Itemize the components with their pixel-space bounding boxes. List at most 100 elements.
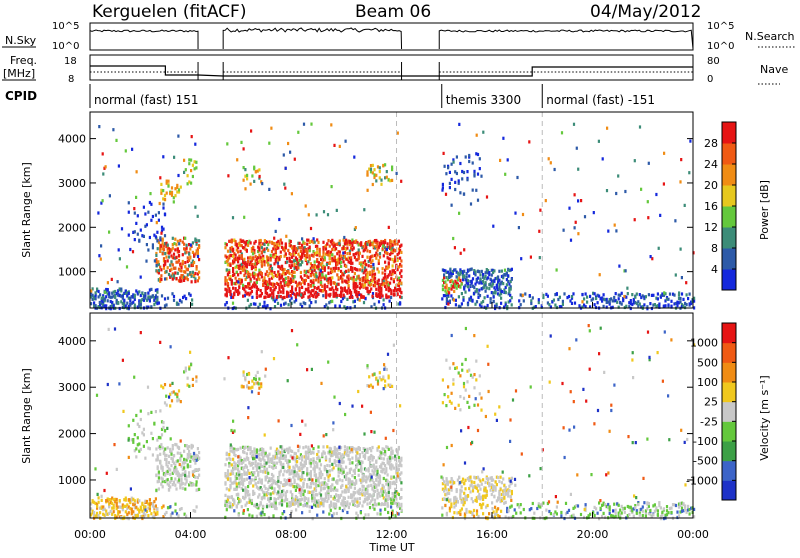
heatmap-cell bbox=[366, 256, 368, 259]
heatmap-cell bbox=[158, 219, 160, 222]
heatmap-cell bbox=[299, 242, 301, 245]
heatmap-cell bbox=[687, 505, 689, 508]
heatmap-cell bbox=[291, 264, 293, 267]
heatmap-cell bbox=[389, 300, 391, 303]
heatmap-cell bbox=[251, 450, 253, 453]
heatmap-cell bbox=[310, 285, 312, 288]
heatmap-cell bbox=[238, 514, 240, 517]
heatmap-cell bbox=[364, 513, 366, 516]
heatmap-cell bbox=[260, 239, 262, 242]
heatmap-cell bbox=[343, 294, 345, 297]
heatmap-cell bbox=[365, 468, 367, 471]
heatmap-cell bbox=[445, 172, 447, 175]
heatmap-cell bbox=[373, 493, 375, 496]
heatmap-cell bbox=[361, 451, 363, 454]
heatmap-cell bbox=[327, 239, 329, 242]
heatmap-cell bbox=[256, 515, 258, 518]
heatmap-cell bbox=[358, 256, 360, 259]
heatmap-cell bbox=[251, 174, 253, 177]
heatmap-cell bbox=[276, 456, 278, 459]
heatmap-cell bbox=[366, 502, 368, 505]
heatmap-cell bbox=[374, 499, 376, 502]
heatmap-cell bbox=[243, 258, 245, 261]
heatmap-cell bbox=[609, 508, 611, 511]
heatmap-cell bbox=[472, 277, 474, 280]
heatmap-cell bbox=[344, 445, 346, 448]
heatmap-cell bbox=[329, 458, 331, 461]
heatmap-cell bbox=[197, 279, 199, 282]
heatmap-cell bbox=[388, 448, 390, 451]
heatmap-cell bbox=[514, 508, 516, 511]
heatmap-cell bbox=[486, 195, 488, 198]
heatmap-cell bbox=[302, 446, 304, 449]
heatmap-cell bbox=[178, 188, 180, 191]
heatmap-cell bbox=[330, 447, 332, 450]
heatmap-cell bbox=[137, 514, 139, 517]
heatmap-cell bbox=[265, 295, 267, 298]
heatmap-cell bbox=[166, 192, 168, 195]
heatmap-cell bbox=[309, 249, 311, 252]
heatmap-cell bbox=[392, 264, 394, 267]
heatmap-cell bbox=[341, 278, 343, 281]
heatmap-cell bbox=[573, 123, 575, 126]
heatmap-cell bbox=[455, 299, 457, 302]
heatmap-cell bbox=[371, 295, 373, 298]
heatmap-cell bbox=[330, 280, 332, 283]
heatmap-cell bbox=[323, 210, 325, 213]
heatmap-cell bbox=[321, 454, 323, 457]
heatmap-cell bbox=[387, 252, 389, 255]
heatmap-cell bbox=[345, 270, 347, 273]
heatmap-cell bbox=[286, 490, 288, 493]
heatmap-cell bbox=[445, 193, 447, 196]
heatmap-cell bbox=[301, 237, 303, 240]
heatmap-cell bbox=[570, 239, 572, 242]
heatmap-cell bbox=[155, 235, 157, 238]
heatmap-cell bbox=[522, 213, 524, 216]
heatmap-cell bbox=[284, 296, 286, 299]
heatmap-cell bbox=[280, 290, 282, 293]
heatmap-cell bbox=[118, 248, 120, 251]
heatmap-cell bbox=[580, 199, 582, 202]
heatmap-cell bbox=[119, 510, 121, 513]
colorbar-swatch bbox=[722, 248, 736, 270]
heatmap-cell bbox=[400, 259, 402, 262]
heatmap-cell bbox=[488, 273, 490, 276]
heatmap-cell bbox=[342, 252, 344, 255]
heatmap-cell bbox=[335, 503, 337, 506]
heatmap-cell bbox=[307, 457, 309, 460]
heatmap-cell bbox=[443, 273, 445, 276]
heatmap-cell bbox=[240, 446, 242, 449]
heatmap-cell bbox=[384, 163, 386, 166]
heatmap-cell bbox=[369, 461, 371, 464]
heatmap-cell bbox=[470, 296, 472, 299]
heatmap-cell bbox=[164, 252, 166, 255]
heatmap-cell bbox=[286, 482, 288, 485]
heatmap-cell bbox=[556, 512, 558, 515]
cpid-label: CPID bbox=[5, 89, 37, 103]
heatmap-cell bbox=[276, 295, 278, 298]
heatmap-cell bbox=[663, 507, 665, 510]
heatmap-cell bbox=[257, 481, 259, 484]
heatmap-cell bbox=[167, 180, 169, 183]
heatmap-cell bbox=[615, 292, 617, 295]
heatmap-cell bbox=[480, 506, 482, 509]
heatmap-cell bbox=[280, 255, 282, 258]
heatmap-cell bbox=[355, 226, 357, 229]
heatmap-cell bbox=[268, 453, 270, 456]
heatmap-cell bbox=[290, 294, 292, 297]
heatmap-cell bbox=[326, 285, 328, 288]
heatmap-cell bbox=[283, 183, 285, 186]
heatmap-cell bbox=[125, 149, 127, 152]
heatmap-cell bbox=[326, 263, 328, 266]
heatmap-cell bbox=[146, 243, 148, 246]
heatmap-cell bbox=[667, 303, 669, 306]
heatmap-cell bbox=[266, 505, 268, 508]
heatmap-cell bbox=[354, 491, 356, 494]
heatmap-cell bbox=[175, 277, 177, 280]
heatmap-cell bbox=[294, 485, 296, 488]
heatmap-cell bbox=[282, 291, 284, 294]
heatmap-cell bbox=[482, 131, 484, 134]
heatmap-cell bbox=[179, 239, 181, 242]
heatmap-cell bbox=[267, 249, 269, 252]
heatmap-cell bbox=[614, 224, 616, 227]
